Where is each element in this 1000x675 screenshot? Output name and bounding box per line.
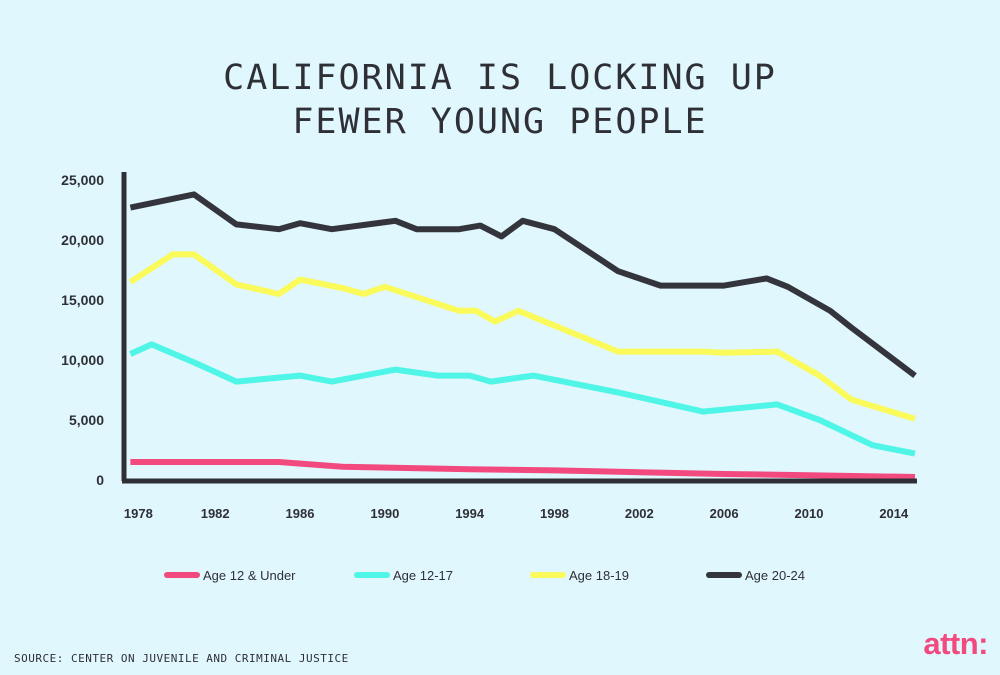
legend-item: Age 12-17 xyxy=(354,568,453,583)
x-tick-label: 2002 xyxy=(625,506,654,521)
legend-label: Age 12-17 xyxy=(393,568,453,583)
x-tick-label: 2010 xyxy=(795,506,824,521)
y-tick-label: 25,000 xyxy=(61,172,104,188)
x-tick-label: 1978 xyxy=(124,506,153,521)
source-note: SOURCE: CENTER ON JUVENILE AND CRIMINAL … xyxy=(14,652,349,665)
legend-label: Age 20-24 xyxy=(745,568,805,583)
x-tick-label: 2014 xyxy=(879,506,909,521)
tick-label-layer: 0 5,000 10,000 15,000 20,000 25,000 1978 1982 19… xyxy=(61,172,909,521)
x-tick-label: 1994 xyxy=(455,506,485,521)
series-line-age-12-17 xyxy=(129,341,916,457)
legend-label: Age 18-19 xyxy=(569,568,629,583)
chart-title-line-1: CALIFORNIA IS LOCKING UP xyxy=(223,58,777,98)
x-tick-label: 2006 xyxy=(710,506,739,521)
legend-item: Age 20-24 xyxy=(706,568,805,583)
x-tick-label: 1990 xyxy=(370,506,399,521)
series-layer xyxy=(122,191,917,484)
legend-label: Age 12 & Under xyxy=(203,568,296,583)
chart-title-line-2: FEWER YOUNG PEOPLE xyxy=(292,102,708,142)
y-tick-label: 0 xyxy=(96,472,104,488)
chart-title: CALIFORNIA IS LOCKING UP FEWER YOUNG PEO… xyxy=(0,56,1000,144)
x-tick-label: 1998 xyxy=(540,506,569,521)
x-tick-label: 1982 xyxy=(201,506,230,521)
series-line-age-12-under xyxy=(130,459,916,480)
y-tick-label: 20,000 xyxy=(61,232,104,248)
legend-item: Age 18-19 xyxy=(530,568,629,583)
y-tick-label: 15,000 xyxy=(61,292,104,308)
y-tick-label: 10,000 xyxy=(61,352,104,368)
legend: Age 12 & Under Age 12-17 Age 18-19 Age 20-2… xyxy=(164,568,805,583)
axes-layer xyxy=(121,172,917,484)
y-tick-label: 5,000 xyxy=(69,412,104,428)
series-line-age-18-19 xyxy=(128,251,916,422)
series-line-age-20-24 xyxy=(129,191,917,378)
legend-item: Age 12 & Under xyxy=(164,568,296,583)
x-tick-label: 1986 xyxy=(286,506,315,521)
attn-logo: attn: xyxy=(923,626,988,661)
